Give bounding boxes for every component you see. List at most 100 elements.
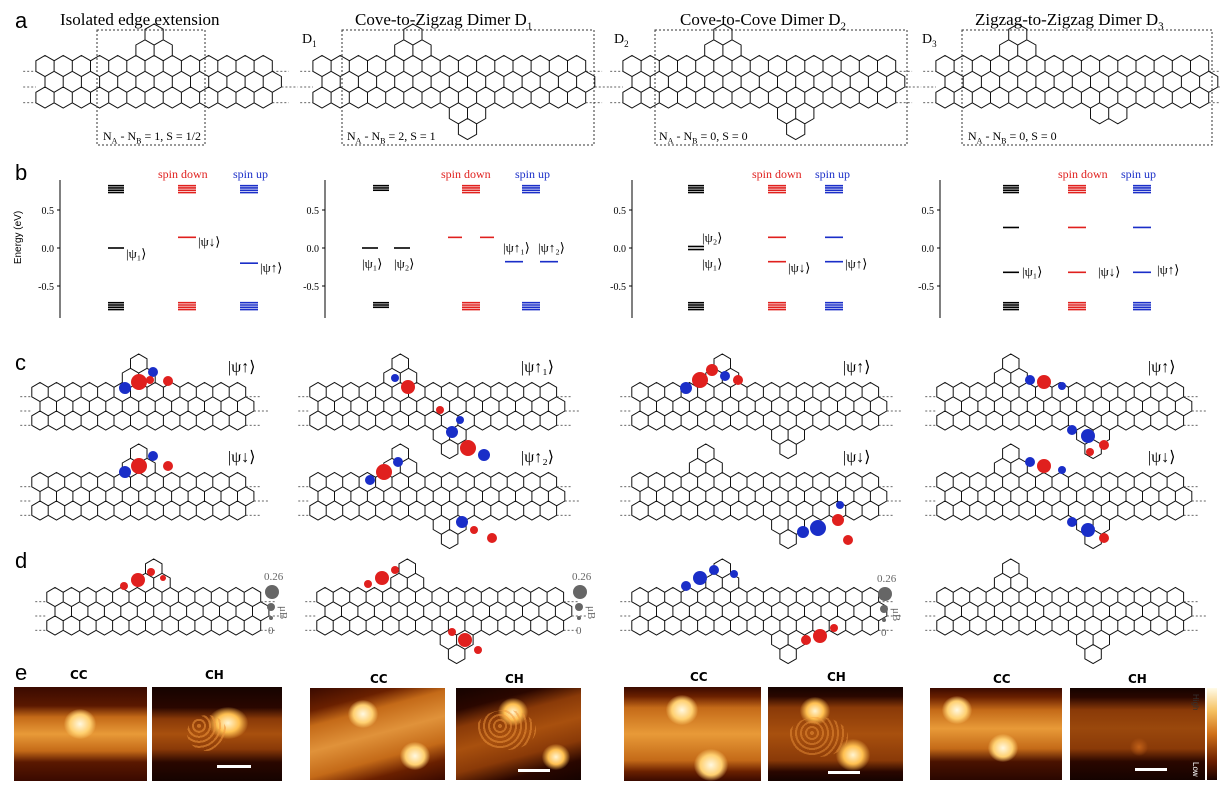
orbital-lobe-blue	[693, 571, 707, 585]
orbital-state-label: |ψ↑₁⟩	[521, 359, 554, 376]
orbital-state-label: |ψ↑⟩	[228, 359, 255, 376]
row-b-energy-diagrams: 0.5 0.0 -0.5 0.5 0.0 -0.5 0.5 0.0 -0.5 0.5 0.0 -0.5…	[38, 180, 1179, 318]
title-dimer-d1: Cove-to-Zigzag Dimer D1	[355, 10, 533, 33]
orbital-lobe-blue	[456, 416, 464, 424]
lattice-d	[936, 558, 1193, 665]
lattice-c	[309, 443, 566, 550]
structure-a-4	[923, 23, 1220, 146]
stm-label-ch-3: CH	[827, 670, 846, 684]
orbital-lobe-red	[470, 526, 478, 534]
orbital-lobe-red	[436, 406, 444, 414]
state-label: |ψ↓⟩	[198, 234, 220, 249]
stm-image-cc-3	[624, 687, 761, 781]
scale-max-label: 0.26	[877, 573, 897, 585]
stm-label-ch-2: CH	[505, 672, 524, 686]
panel-letter-a: a	[15, 8, 28, 33]
panel-letter-b: b	[15, 160, 28, 185]
orbital-state-label: |ψ↓⟩	[843, 449, 870, 466]
orbital-lobe-red	[843, 535, 853, 545]
orbital-map-1-2: |ψ↓⟩	[20, 443, 269, 521]
orbital-lobe-red	[131, 458, 147, 474]
scale-circle-small	[269, 616, 273, 620]
orbital-lobe-blue	[1058, 382, 1066, 390]
orbital-lobe-red	[460, 440, 476, 456]
axis-tick-label: 0.5	[42, 206, 55, 217]
legend-spin-up-2: spin up	[515, 167, 551, 181]
scale-bar-4	[1135, 768, 1167, 771]
panel-letter-c: c	[15, 350, 26, 375]
orbital-map-2-2: |ψ↑₂⟩	[298, 443, 580, 550]
orbital-lobe-red	[364, 580, 372, 588]
state-label: |ψ↑₂⟩	[538, 240, 565, 255]
row-c-orbitals: |ψ↑⟩ |ψ↓⟩ |ψ↑₁⟩ |ψ↑₂⟩ |ψ↑⟩ |ψ↓⟩ |ψ↑⟩ |ψ↓⟩	[20, 353, 1207, 550]
scale-circle-large	[265, 585, 279, 599]
orbital-state-label: |ψ↑⟩	[1148, 359, 1175, 376]
orbital-state-label: |ψ↑⟩	[843, 359, 870, 376]
orbital-map-1-1: |ψ↑⟩	[20, 353, 269, 431]
orbital-lobe-blue	[1081, 523, 1095, 537]
colorbar-low-label: Low	[1191, 762, 1200, 777]
state-label: |ψ₁⟩	[126, 246, 146, 261]
orbital-lobe-red	[1099, 533, 1109, 543]
stm-label-ch-4: CH	[1128, 672, 1147, 686]
orbital-lobe-blue	[393, 457, 403, 467]
orbital-lobe-blue	[391, 374, 399, 382]
energy-diagram-4: |ψ₁⟩ |ψ↓⟩ |ψ↑⟩	[1003, 184, 1179, 311]
orbital-lobe-red	[448, 628, 456, 636]
orbital-lobe-blue	[365, 475, 375, 485]
orbital-lobe-blue	[478, 449, 490, 461]
panel-letter-d: d	[15, 548, 28, 573]
state-label: |ψ↑⟩	[845, 256, 867, 271]
colorbar	[1207, 688, 1217, 780]
legend-spin-down-2: spin down	[441, 167, 491, 181]
count-label-3: NA - NB = 0, S = 0	[659, 129, 748, 146]
energy-axis-label: Energy (eV)	[13, 210, 25, 265]
dotted-box	[96, 29, 206, 146]
lattice-d	[631, 558, 888, 665]
lattice-c	[31, 353, 255, 431]
state-label: |ψ↓⟩	[1098, 264, 1120, 279]
legend-spin-up-1: spin up	[233, 167, 269, 181]
orbital-lobe-blue	[1058, 466, 1066, 474]
orbital-lobe-blue	[119, 466, 131, 478]
lattice-a-4	[935, 23, 1219, 125]
axis-tick-label: -0.5	[610, 282, 626, 293]
scale-max-label: 0.26	[264, 571, 284, 583]
scale-circle-large	[878, 587, 892, 601]
orbital-lobe-red	[832, 514, 844, 526]
lattice-c	[631, 353, 888, 460]
energy-diagram-2: |ψ₁⟩ |ψ₂⟩ |ψ↑₁⟩ |ψ↑₂⟩	[362, 184, 565, 311]
orbital-lobe-blue	[1081, 429, 1095, 443]
orbital-lobe-red	[458, 633, 472, 647]
scale-bar-3	[828, 771, 860, 774]
stm-image-ch-4	[1070, 688, 1205, 780]
state-label: |ψ↑⟩	[260, 260, 282, 275]
orbital-lobe-blue	[797, 526, 809, 538]
orbital-lobe-red	[1037, 375, 1051, 389]
structure-a-3	[610, 23, 922, 146]
scale-circle-mid	[575, 603, 583, 611]
stm-image-ch-2	[456, 688, 581, 780]
state-label: |ψ₁⟩	[702, 256, 722, 271]
orbital-lobe-red	[163, 461, 173, 471]
scale-min-label: 0	[576, 625, 582, 637]
tag-d2: D2	[614, 32, 629, 49]
scale-unit-label: μB	[277, 606, 289, 619]
spin-density-2	[305, 558, 587, 665]
orbital-lobe-red	[487, 533, 497, 543]
dotted-box	[341, 29, 595, 146]
orbital-lobe-blue	[730, 570, 738, 578]
structure-a-1	[23, 23, 298, 146]
lattice-a-2	[312, 23, 596, 141]
state-label: |ψ↑₁⟩	[503, 240, 530, 255]
stm-label-cc-3: CC	[690, 670, 708, 684]
orbital-lobe-red	[801, 635, 811, 645]
scale-circle-mid	[267, 603, 275, 611]
axis-tick-label: -0.5	[918, 282, 934, 293]
legend-spin-down-3: spin down	[752, 167, 802, 181]
orbital-lobe-blue	[1067, 517, 1077, 527]
axis-tick-label: 0.0	[614, 244, 627, 255]
legend-spin-up-3: spin up	[815, 167, 851, 181]
orbital-map-4-1: |ψ↑⟩	[925, 353, 1207, 460]
dotted-box	[654, 29, 908, 146]
